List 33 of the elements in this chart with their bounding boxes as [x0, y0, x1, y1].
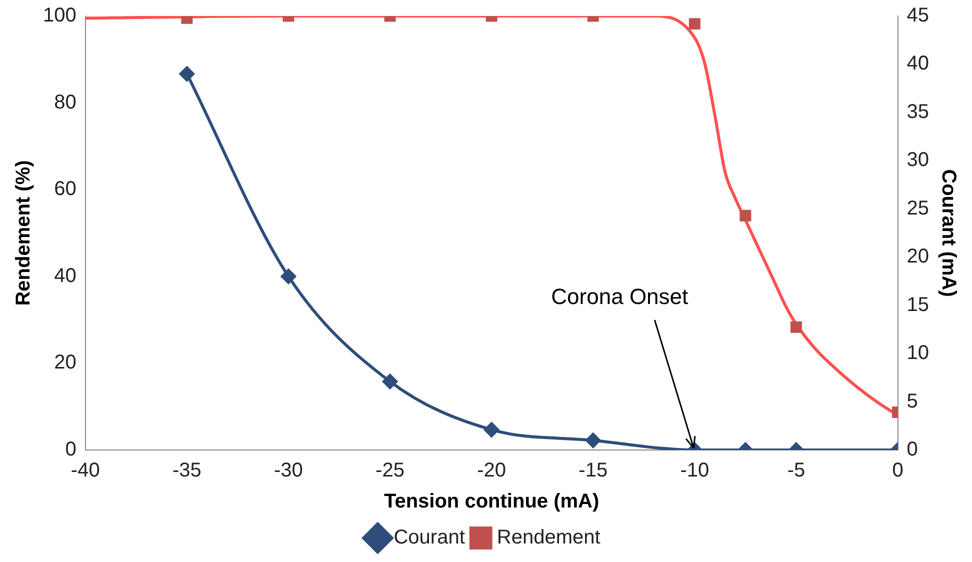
x-tick-label: -35 — [172, 460, 202, 482]
y2-tick-label: 20 — [906, 246, 930, 268]
y2-tick-label: 45 — [906, 4, 930, 27]
y2-tick-label: 25 — [906, 197, 930, 220]
x-tick-label: -5 — [787, 460, 806, 482]
y-tick-label: 0 — [65, 438, 76, 461]
y-tick-label: 60 — [54, 178, 76, 200]
y2-tick-label: 10 — [906, 342, 930, 364]
x-tick-label: -15 — [578, 460, 608, 482]
point — [740, 210, 752, 222]
y2-axis-title: Courant (mA) — [937, 169, 960, 297]
y-tick-label: 80 — [54, 91, 76, 114]
x-tick-label: -20 — [477, 460, 506, 482]
x-axis-title: Tension continue (mA) — [384, 490, 600, 513]
legend-label: Rendement — [496, 526, 601, 549]
y-tick-label: 100 — [42, 4, 76, 27]
x-tick-label: -40 — [70, 460, 100, 482]
y-tick-label: 20 — [54, 352, 76, 374]
y-axis-title: Rendement (%) — [12, 160, 35, 306]
legend-label: Courant — [394, 526, 466, 549]
x-tick-label: 0 — [892, 460, 904, 482]
annotation: Corona Onset — [551, 284, 688, 310]
y2-tick-label: 5 — [906, 390, 918, 412]
y2-tick-label: 15 — [906, 294, 930, 316]
x-tick-label: -30 — [274, 460, 303, 482]
y2-tick-label: 35 — [906, 100, 930, 123]
y2-tick-label: 40 — [906, 52, 930, 75]
y2-tick-label: 0 — [906, 438, 918, 461]
x-tick-label: -25 — [376, 460, 404, 482]
point — [790, 321, 802, 333]
x-tick-label: -10 — [680, 460, 710, 482]
y-tick-label: 40 — [54, 264, 76, 287]
y2-tick-label: 30 — [906, 149, 930, 172]
